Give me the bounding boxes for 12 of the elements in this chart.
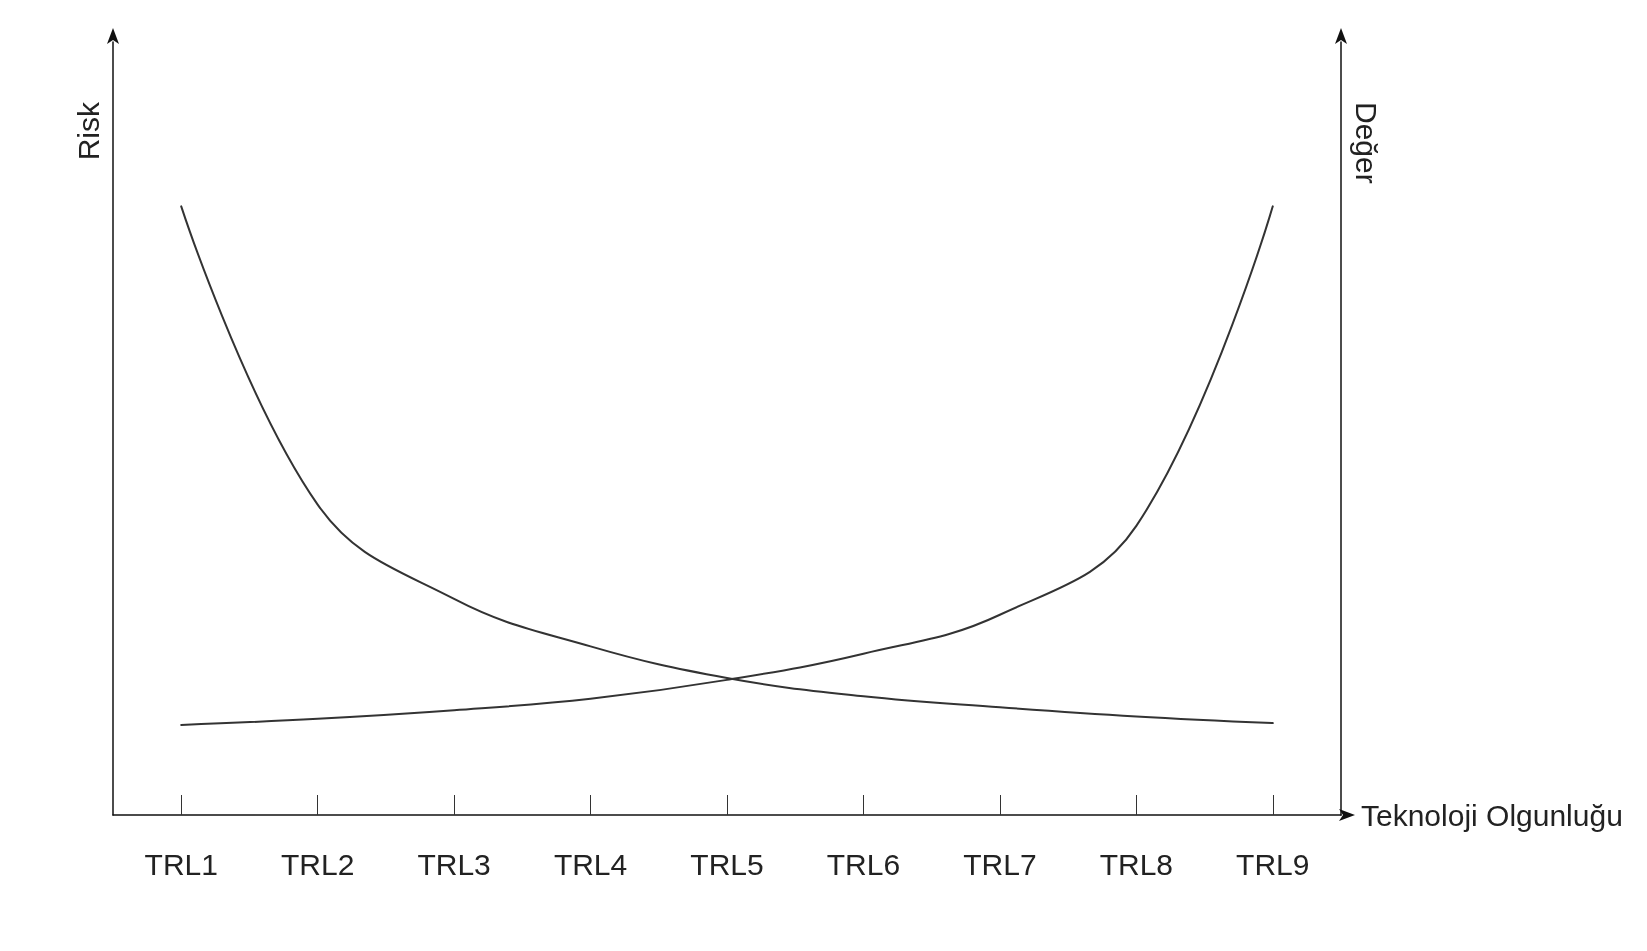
x-tick-label: TRL8 [1099,847,1174,881]
x-tick-label: TRL4 [553,847,628,881]
x-tick-label: TRL9 [1236,847,1310,881]
x-tick-label: TRL1 [144,847,218,881]
y2-axis-title: Değer [1349,102,1383,184]
x-axis-title: Teknoloji Olgunluğu [1361,798,1623,832]
x-tick-label: TRL3 [417,847,491,881]
y-axis-title: Risk [71,101,105,161]
x-tick-label: TRL7 [963,847,1037,881]
x-tick-label: TRL5 [690,847,764,881]
x-tick-label: TRL6 [826,847,901,881]
x-tick-label: TRL2 [280,847,355,881]
